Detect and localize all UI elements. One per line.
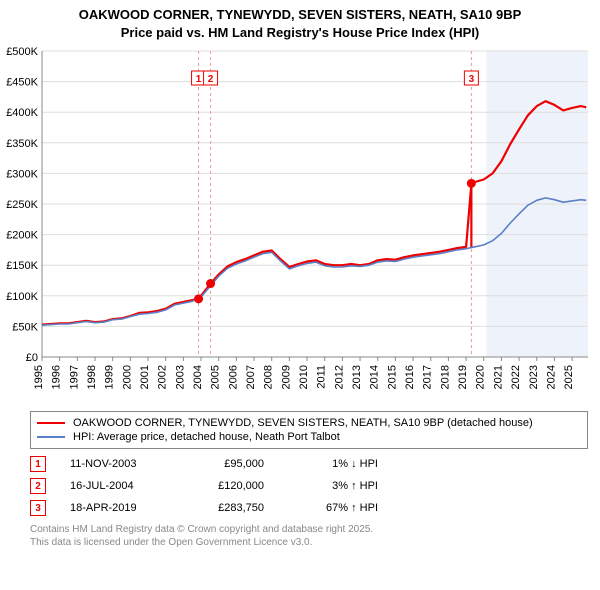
x-tick-label: 2005 [210, 365, 222, 389]
x-tick-label: 2006 [227, 365, 239, 389]
sale-row-date: 18-APR-2019 [70, 502, 160, 514]
x-tick-label: 2000 [121, 365, 133, 389]
legend: OAKWOOD CORNER, TYNEWYDD, SEVEN SISTERS,… [30, 411, 588, 449]
sale-dot [467, 179, 476, 188]
x-tick-label: 1999 [104, 365, 116, 389]
x-tick-label: 2008 [263, 365, 275, 389]
x-tick-label: 2007 [245, 365, 257, 389]
legend-row: HPI: Average price, detached house, Neat… [37, 430, 581, 444]
x-tick-label: 2010 [298, 365, 310, 389]
sales-table: 1 11-NOV-2003 £95,000 1% ↓ HPI 2 16-JUL-2004 £… [30, 453, 588, 519]
sale-badge-num: 2 [208, 74, 214, 85]
x-tick-label: 2021 [492, 365, 504, 389]
y-tick-label: £300K [6, 168, 38, 180]
x-tick-label: 2003 [174, 365, 186, 389]
y-tick-label: £100K [6, 291, 38, 303]
chart-title-line1: OAKWOOD CORNER, TYNEWYDD, SEVEN SISTERS,… [0, 6, 600, 24]
footer-attribution: Contains HM Land Registry data © Crown c… [30, 523, 588, 549]
x-tick-label: 2009 [280, 365, 292, 389]
sale-row-badge: 1 [30, 456, 46, 472]
legend-row: OAKWOOD CORNER, TYNEWYDD, SEVEN SISTERS,… [37, 416, 581, 430]
x-tick-label: 1995 [33, 365, 45, 389]
x-tick-label: 2024 [545, 365, 557, 389]
x-tick-label: 2001 [139, 365, 151, 389]
sale-row-diff: 1% ↓ HPI [288, 458, 378, 470]
y-tick-label: £0 [26, 352, 38, 364]
chart-title-block: OAKWOOD CORNER, TYNEWYDD, SEVEN SISTERS,… [0, 0, 600, 45]
sale-badge-num: 1 [196, 74, 202, 85]
y-tick-label: £200K [6, 230, 38, 242]
footer-line1: Contains HM Land Registry data © Crown c… [30, 523, 588, 536]
sale-row-diff: 67% ↑ HPI [288, 502, 378, 514]
sale-row-badge: 3 [30, 500, 46, 516]
legend-label: HPI: Average price, detached house, Neat… [73, 431, 340, 443]
sale-row-price: £95,000 [184, 458, 264, 470]
x-tick-label: 2020 [475, 365, 487, 389]
sale-row-badge: 2 [30, 478, 46, 494]
x-tick-label: 2002 [157, 365, 169, 389]
x-tick-label: 2013 [351, 365, 363, 389]
chart-svg: £0 £50K £100K £150K £200K £250K £300K £350K £400… [0, 45, 600, 405]
chart-title-line2: Price paid vs. HM Land Registry's House … [0, 24, 600, 42]
x-tick-label: 1997 [68, 365, 80, 389]
footer-line2: This data is licensed under the Open Gov… [30, 536, 588, 549]
sale-row: 1 11-NOV-2003 £95,000 1% ↓ HPI [30, 453, 588, 475]
y-tick-label: £350K [6, 138, 38, 150]
sale-row-date: 11-NOV-2003 [70, 458, 160, 470]
sale-dot [194, 294, 203, 303]
x-tick-label: 2011 [316, 365, 328, 389]
x-tick-label: 1998 [86, 365, 98, 389]
sale-row-diff: 3% ↑ HPI [288, 480, 378, 492]
page-root: OAKWOOD CORNER, TYNEWYDD, SEVEN SISTERS,… [0, 0, 600, 549]
x-tick-label: 2012 [333, 365, 345, 389]
x-tick-label: 1996 [51, 365, 63, 389]
y-tick-label: £150K [6, 260, 38, 272]
x-tick-label: 2019 [457, 365, 469, 389]
sale-badge-num: 3 [469, 74, 475, 85]
x-tick-label: 2023 [528, 365, 540, 389]
y-tick-label: £250K [6, 199, 38, 211]
x-tick-label: 2016 [404, 365, 416, 389]
x-tick-label: 2015 [386, 365, 398, 389]
y-tick-label: £50K [12, 321, 38, 333]
y-tick-label: £450K [6, 77, 38, 89]
x-tick-label: 2014 [369, 365, 381, 389]
y-tick-label: £500K [6, 46, 38, 58]
x-tick-label: 2018 [439, 365, 451, 389]
y-tick-label: £400K [6, 107, 38, 119]
sale-row-price: £120,000 [184, 480, 264, 492]
legend-swatch [37, 422, 65, 424]
x-tick-label: 2004 [192, 365, 204, 389]
sale-row: 2 16-JUL-2004 £120,000 3% ↑ HPI [30, 475, 588, 497]
x-tick-label: 2025 [563, 365, 575, 389]
legend-label: OAKWOOD CORNER, TYNEWYDD, SEVEN SISTERS,… [73, 417, 533, 429]
x-tick-label: 2022 [510, 365, 522, 389]
chart-area: £0 £50K £100K £150K £200K £250K £300K £350K £400… [0, 45, 600, 405]
legend-swatch [37, 436, 65, 438]
sale-dot [206, 279, 215, 288]
sale-row-price: £283,750 [184, 502, 264, 514]
x-tick-label: 2017 [422, 365, 434, 389]
sale-row: 3 18-APR-2019 £283,750 67% ↑ HPI [30, 497, 588, 519]
sale-row-date: 16-JUL-2004 [70, 480, 160, 492]
